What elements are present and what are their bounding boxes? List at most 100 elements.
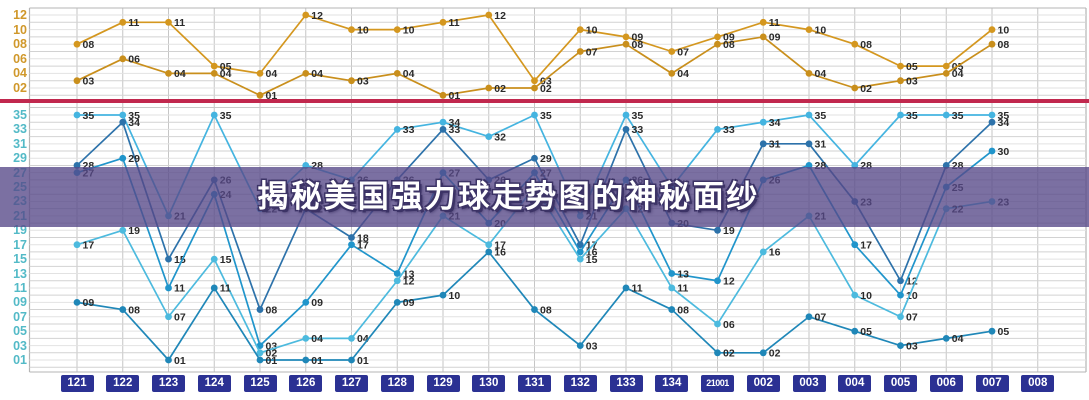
data-point-dot [851,40,859,48]
data-point-dot [393,298,401,306]
data-point-dot [302,11,310,19]
data-point-label: 35 [815,110,827,122]
data-point-dot [714,40,721,48]
data-point-label: 17 [860,240,872,252]
data-point-label: 11 [174,17,185,29]
data-point-label: 16 [586,247,598,259]
y-axis-label-top: 10 [13,22,27,37]
data-point-label: 03 [266,340,278,352]
data-point-label: 11 [220,283,231,295]
data-point-dot [897,277,904,285]
data-point-dot [851,291,859,299]
data-point-label: 11 [449,17,460,29]
x-axis-issue-tile: 126 [289,375,323,392]
data-point-label: 28 [83,160,95,172]
data-point-dot [576,26,584,33]
data-point-dot [622,40,630,48]
data-point-dot [256,91,264,99]
data-point-label: 02 [494,83,506,95]
y-axis-label-main: 31 [13,136,27,151]
x-axis-issue-tile: 127 [335,375,368,392]
y-axis-label-top: 02 [13,81,27,95]
data-point-dot [714,33,721,41]
data-point-label: 03 [906,340,918,352]
data-point-label: 33 [723,124,735,136]
data-point-dot [668,284,676,292]
data-point-dot [165,313,172,321]
data-point-label: 03 [586,340,598,352]
data-point-dot [576,255,584,263]
data-point-dot [256,70,264,77]
data-point-label: 09 [632,32,644,44]
y-axis-label-main: 07 [13,309,27,324]
data-point-dot [714,320,721,328]
data-point-label: 35 [128,110,140,122]
data-point-dot [256,356,264,364]
data-point-label: 16 [494,247,506,259]
data-point-label: 09 [723,32,735,44]
data-point-label: 01 [266,90,278,102]
data-point-label: 33 [403,124,415,136]
data-point-dot [622,33,630,41]
data-point-dot [897,77,904,85]
data-point-label: 08 [723,39,735,51]
data-point-label: 31 [815,139,827,151]
y-axis-label-main: 05 [13,324,27,339]
data-point-label: 01 [311,355,323,367]
data-point-label: 08 [632,39,644,51]
data-point-dot [73,77,81,85]
data-point-dot [302,356,310,364]
data-point-label: 04 [311,68,323,80]
data-point-label: 18 [357,232,369,244]
data-point-label: 09 [403,297,415,309]
data-point-label: 04 [266,68,278,80]
data-point-label: 10 [357,24,369,36]
data-point-dot [210,111,218,119]
y-axis-label-main: 35 [13,108,27,122]
data-point-dot [805,26,813,33]
x-axis-issue-tile: 007 [975,375,1009,392]
data-point-dot [119,111,127,119]
data-point-dot [302,70,310,77]
data-point-label: 04 [952,333,964,345]
x-axis-issue-tile: 004 [838,375,872,392]
data-point-label: 05 [860,326,872,338]
data-point-dot [165,284,172,292]
data-point-dot [393,126,401,133]
y-axis-label-main: 13 [13,266,27,281]
data-point-label: 04 [952,68,964,80]
y-axis-label-main: 01 [13,353,27,367]
y-axis-label-main: 17 [13,237,27,252]
data-point-label: 28 [952,160,964,172]
data-point-label: 03 [906,76,918,88]
data-point-label: 11 [632,283,643,295]
data-point-dot [210,284,218,292]
data-point-label: 07 [174,312,186,324]
data-point-label: 02 [540,83,552,95]
data-point-dot [165,356,172,364]
data-point-dot [210,70,218,77]
data-point-label: 12 [403,276,415,288]
data-point-dot [485,11,493,19]
y-axis-label-top: 12 [13,8,27,22]
data-point-label: 33 [632,124,644,136]
data-point-label: 07 [815,312,827,324]
data-point-dot [393,26,401,33]
data-point-label: 11 [677,283,688,295]
data-point-label: 02 [769,348,781,360]
data-point-label: 08 [998,39,1010,51]
data-point-label: 17 [494,240,506,252]
x-axis-issue-tile: 122 [106,375,140,392]
data-point-label: 10 [815,24,827,36]
x-axis-issue-tile: 129 [426,375,460,392]
data-point-label: 28 [815,160,827,172]
data-point-label: 15 [174,254,186,266]
data-point-label: 12 [906,276,918,288]
data-point-label: 32 [494,131,506,143]
data-point-dot [759,140,767,148]
data-point-dot [714,277,721,285]
data-point-label: 16 [769,247,781,259]
data-point-dot [439,118,447,126]
data-point-label: 04 [174,68,186,80]
